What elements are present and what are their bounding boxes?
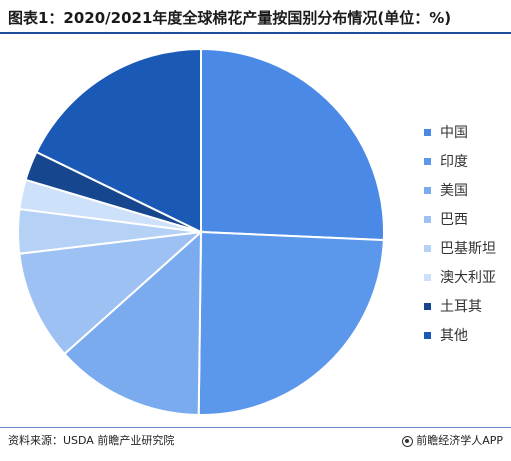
footer-divider <box>0 427 511 428</box>
chart-title: 图表1：2020/2021年度全球棉花产量按国别分布情况(单位：%) <box>8 9 452 27</box>
pie-slice-1 <box>200 47 385 242</box>
legend-swatch <box>424 274 431 281</box>
legend-item: 巴西 <box>424 205 496 234</box>
brand-name: 前瞻经济学人APP <box>416 434 503 447</box>
legend-item: 美国 <box>424 176 496 205</box>
legend-item: 印度 <box>424 147 496 176</box>
legend-label: 巴西 <box>440 211 468 228</box>
legend-item: 其他 <box>424 321 496 350</box>
legend-item: 中国 <box>424 118 496 147</box>
legend-label: 巴基斯坦 <box>440 240 496 257</box>
legend-label: 土耳其 <box>440 298 482 315</box>
legend-swatch <box>424 187 431 194</box>
brand-logo-icon <box>402 435 414 447</box>
legend-label: 中国 <box>440 124 468 141</box>
legend-swatch <box>424 129 431 136</box>
legend-label: 其他 <box>440 327 468 344</box>
legend-label: 印度 <box>440 153 468 170</box>
pie-chart <box>16 47 385 417</box>
legend-item: 澳大利亚 <box>424 263 496 292</box>
source-note: 资料来源：USDA 前瞻产业研究院 <box>8 434 175 447</box>
brand-mark: 前瞻经济学人APP <box>402 432 503 450</box>
legend-swatch <box>424 158 431 165</box>
pie-slice-4 <box>18 230 205 356</box>
title-divider <box>0 32 511 34</box>
legend-swatch <box>424 303 431 310</box>
legend-label: 美国 <box>440 182 468 199</box>
pie-slice-3 <box>63 229 203 417</box>
legend-swatch <box>424 245 431 252</box>
legend-label: 澳大利亚 <box>440 269 496 286</box>
pie-slice-8 <box>35 47 202 234</box>
legend-swatch <box>424 216 431 223</box>
legend-swatch <box>424 332 431 339</box>
pie-slice-2 <box>197 230 385 416</box>
chart-legend: 中国印度美国巴西巴基斯坦澳大利亚土耳其其他 <box>424 118 496 350</box>
legend-item: 土耳其 <box>424 292 496 321</box>
legend-item: 巴基斯坦 <box>424 234 496 263</box>
